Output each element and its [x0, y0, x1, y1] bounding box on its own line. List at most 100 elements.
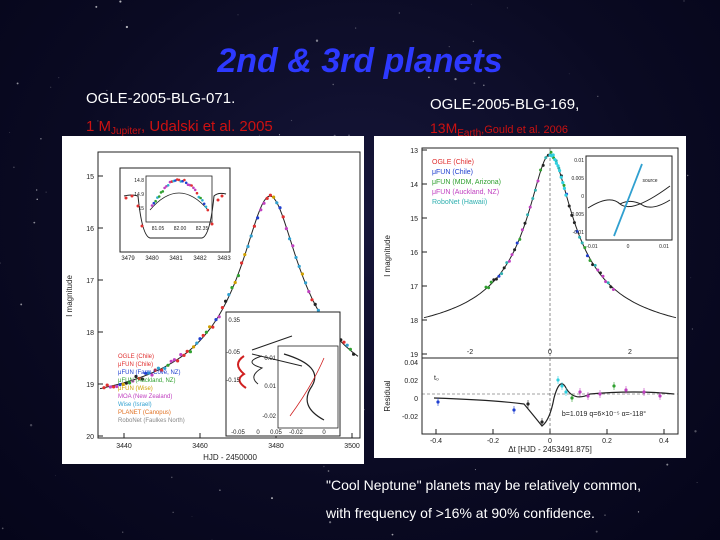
left-x-tick-label: 3440 [116, 443, 132, 450]
caption-line-2: with frequency of >16% at 90% confidence… [326, 505, 595, 521]
left-data-point [288, 237, 292, 241]
slide-title: 2nd & 3rd planets [217, 42, 503, 80]
star [483, 84, 485, 87]
right-lightcurve-plot: I magnitude Residual Δt [HJD - 2453491.8… [383, 147, 679, 454]
left-y-tick-label: 17 [86, 278, 94, 285]
right-legend-entry: μFUN (Chile) [432, 169, 473, 176]
star [474, 469, 476, 471]
left-inset-point [154, 199, 157, 203]
star [33, 221, 36, 224]
left-data-point [166, 363, 170, 367]
star [637, 511, 640, 513]
left-data-point [208, 325, 212, 329]
left-legend-entry: Wise (Israel) [118, 402, 152, 408]
right-res-y-tick-label: 0 [414, 396, 418, 403]
left-data-point [275, 201, 279, 205]
star [1, 527, 4, 530]
star [272, 48, 275, 50]
right-x-tick-label: 0 [548, 349, 552, 356]
left-caustic-y-label: 0.35 [228, 318, 240, 324]
left-data-point [153, 368, 157, 372]
left-data-point [316, 308, 320, 312]
star [119, 0, 122, 3]
left-data-point [115, 384, 119, 389]
right-y-tick-label: 17 [410, 284, 418, 291]
left-data-point [198, 337, 202, 341]
right-caustic-inset: source 0.01 0.005 0 -0.005 -0.01 -0.01 0 0.01 [570, 155, 673, 250]
star [597, 95, 599, 97]
left-data-point [300, 272, 304, 276]
left-legend-entry: OGLE (Chile) [118, 354, 154, 360]
right-y-tick-label: 14 [410, 182, 418, 189]
star [106, 89, 108, 91]
right-residual-model [433, 383, 675, 427]
star [696, 481, 698, 484]
left-legend-entry: μFUN (Chile) [118, 362, 153, 368]
right-residual-label: Residual [383, 380, 392, 411]
right-data-point [570, 213, 574, 217]
star [290, 119, 293, 122]
right-inset-y-label: 0.01 [574, 158, 584, 164]
right-inset-x-label: -0.01 [586, 244, 598, 250]
left-inset-point [210, 222, 214, 226]
left-ylabel: I magnitude [65, 275, 74, 317]
right-residual-point [586, 394, 590, 398]
left-inner-inset-model [149, 192, 209, 211]
right-data-point [554, 161, 558, 165]
right-residual-point [598, 392, 602, 396]
left-data-point [156, 366, 160, 370]
right-data-point [567, 204, 571, 208]
star [58, 77, 60, 79]
right-data-point [572, 221, 576, 225]
star [379, 508, 381, 510]
right-inset-ticks: 0.01 0.005 0 -0.005 -0.01 -0.01 0 0.01 [570, 158, 669, 250]
star [683, 0, 685, 2]
left-data-point [128, 381, 132, 385]
left-lightcurve-figure: I magnitude HJD - 2450000 15 16 17 18 19 20 3… [62, 136, 364, 464]
right-data-point [526, 213, 530, 217]
left-data-point [259, 208, 263, 212]
left-x-tick-label: 3460 [192, 443, 208, 450]
left-caustic-lines [251, 335, 303, 385]
left-data-point [140, 377, 144, 381]
right-data-point [541, 163, 545, 167]
star [278, 134, 281, 136]
star [690, 277, 692, 279]
left-data-point [211, 325, 215, 329]
left-data-point [304, 281, 308, 285]
left-data-point [195, 341, 199, 345]
star [191, 516, 193, 517]
left-subheading: 1 MJupiter, Udalski et al. 2005 [86, 118, 273, 137]
left-data-point [121, 382, 125, 386]
star [470, 3, 472, 5]
left-inset-points [124, 178, 224, 228]
left-legend-entry: RoboNet (Faulkes North) [118, 418, 185, 424]
left-inset-point [161, 190, 165, 193]
right-data-point [585, 254, 589, 258]
left-data-point [144, 371, 148, 375]
left-inset-model [123, 192, 227, 239]
right-data-point [593, 263, 597, 267]
left-inset-x-label: 3481 [169, 256, 183, 262]
left-lightcurve-plot: I magnitude HJD - 2450000 15 16 17 18 19 20 3… [65, 151, 361, 462]
left-inset-point [183, 178, 186, 182]
right-data-point [484, 285, 488, 289]
star [0, 262, 1, 264]
left-data-point [220, 306, 224, 310]
star [29, 424, 33, 427]
left-legend: OGLE (Chile) μFUN (Chile) μFUN (Farm Cove,… [118, 354, 185, 424]
star [13, 166, 15, 169]
left-data-point [179, 353, 183, 357]
left-data-point [105, 383, 109, 387]
left-data-point [227, 293, 231, 297]
left-caustic-y-label: -0.02 [262, 414, 276, 420]
left-inset-point [195, 191, 199, 195]
left-data-point [243, 253, 247, 257]
star [691, 328, 694, 330]
left-data-point [348, 347, 352, 351]
right-data-point [583, 246, 587, 250]
right-data-point [596, 268, 600, 272]
star [189, 126, 192, 129]
left-data-point [150, 373, 154, 377]
right-res-x-tick-label: -0.4 [430, 438, 442, 445]
